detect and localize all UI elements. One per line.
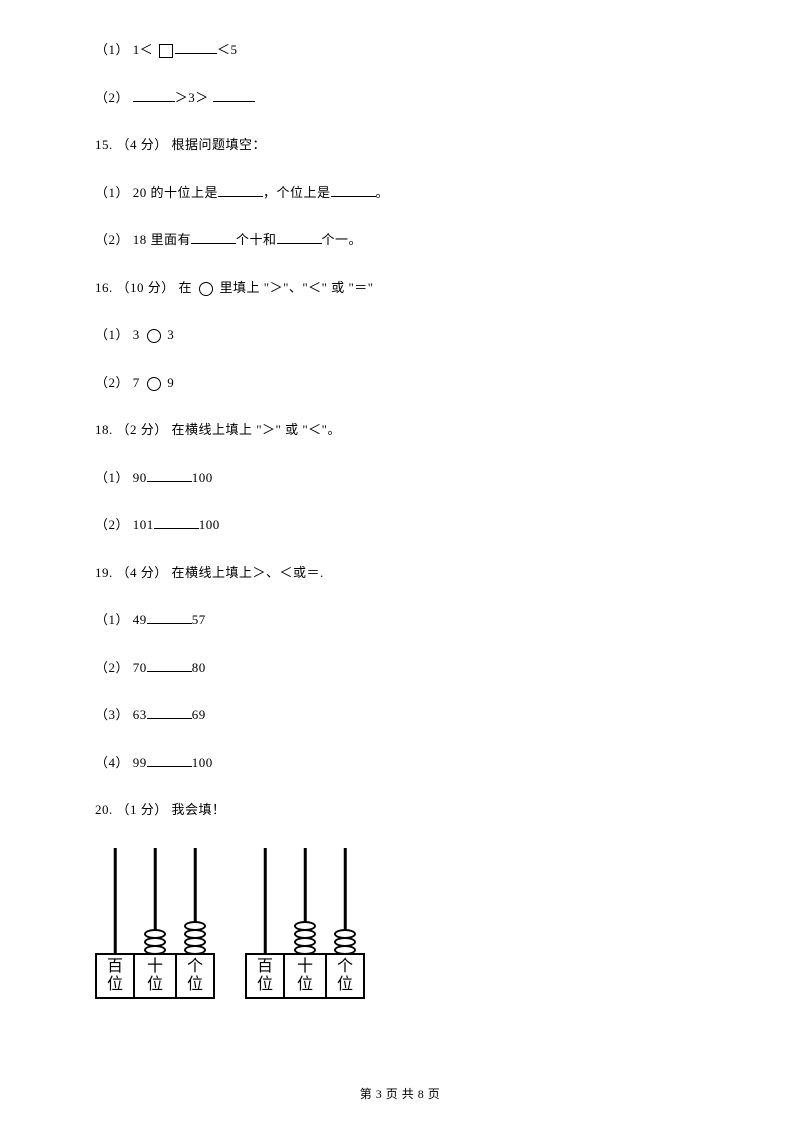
text: 3	[164, 327, 175, 342]
blank-field[interactable]	[277, 230, 322, 244]
q19-sub4: （4） 99 100	[95, 753, 705, 773]
text: 100	[192, 755, 213, 770]
text: （1） 3	[95, 327, 144, 342]
page-footer: 第 3 页 共 8 页	[0, 1085, 800, 1102]
q14-sub1: （1） 1＜ ＜5	[95, 40, 705, 60]
q15-sub2: （2） 18 里面有 个十和 个一。	[95, 230, 705, 250]
text: （4） 99	[95, 755, 147, 770]
text: （2）	[95, 90, 133, 105]
abacus-bead-icon	[334, 945, 356, 955]
abacus-bead-icon	[184, 945, 206, 955]
q16-sub1: （1） 3 3	[95, 325, 705, 345]
blank-field[interactable]	[175, 40, 217, 54]
abacus-label: 十位	[285, 953, 325, 999]
q19-sub3: （3） 63 69	[95, 705, 705, 725]
circle-blank-icon[interactable]	[147, 377, 161, 391]
abacus-chart: 百位十位个位	[95, 848, 215, 999]
q19-sub1: （1） 49 57	[95, 610, 705, 630]
blank-field[interactable]	[218, 183, 263, 197]
q16-sub2: （2） 7 9	[95, 373, 705, 393]
abacus-rod	[285, 848, 325, 953]
q16-header: 16. （10 分） 在 里填上 "＞"、"＜" 或 "＝"	[95, 278, 705, 298]
text: （1） 49	[95, 612, 147, 627]
q14-sub2: （2） ＞3＞	[95, 88, 705, 108]
text: （2） 70	[95, 660, 147, 675]
q18-sub2: （2） 101 100	[95, 515, 705, 535]
text: 100	[199, 517, 220, 532]
abacus-label: 十位	[135, 953, 175, 999]
q19-header: 19. （4 分） 在横线上填上＞、＜或＝.	[95, 563, 705, 583]
text: 里填上 "＞"、"＜" 或 "＝"	[216, 280, 374, 295]
blank-field[interactable]	[154, 515, 199, 529]
abacus-label: 百位	[245, 953, 285, 999]
abacus-rod	[245, 848, 285, 953]
blank-field[interactable]	[133, 88, 175, 102]
text: 16. （10 分） 在	[95, 280, 196, 295]
text: 57	[192, 612, 206, 627]
blank-field[interactable]	[213, 88, 255, 102]
text: （1） 90	[95, 470, 147, 485]
abacus-rod	[175, 848, 215, 953]
text: （3） 63	[95, 707, 147, 722]
blank-field[interactable]	[147, 468, 192, 482]
abacus-bead-icon	[294, 945, 316, 955]
text: （1） 20 的十位上是	[95, 185, 218, 200]
text: （2） 18 里面有	[95, 232, 191, 247]
text: （2） 7	[95, 375, 144, 390]
text: （1） 1＜	[95, 42, 157, 57]
abacus-label: 百位	[95, 953, 135, 999]
q20-header: 20. （1 分） 我会填！	[95, 800, 705, 820]
abacus-rod	[95, 848, 135, 953]
q15-sub1: （1） 20 的十位上是 ，个位上是 。	[95, 183, 705, 203]
blank-field[interactable]	[147, 705, 192, 719]
abacus-chart: 百位十位个位	[245, 848, 365, 999]
abacus-label: 个位	[175, 953, 215, 999]
text: 69	[192, 707, 206, 722]
abacus-rod	[135, 848, 175, 953]
abacus-group: 百位十位个位百位十位个位	[95, 848, 705, 999]
square-blank-icon	[159, 44, 173, 58]
q19-sub2: （2） 70 80	[95, 658, 705, 678]
blank-field[interactable]	[147, 753, 192, 767]
abacus-bead-icon	[144, 945, 166, 955]
q18-header: 18. （2 分） 在横线上填上 "＞" 或 "＜"。	[95, 420, 705, 440]
blank-field[interactable]	[191, 230, 236, 244]
text: ＜5	[217, 42, 238, 57]
q15-header: 15. （4 分） 根据问题填空：	[95, 135, 705, 155]
text: 80	[192, 660, 206, 675]
blank-field[interactable]	[147, 610, 192, 624]
text: 个一。	[322, 232, 363, 247]
text: ，个位上是	[263, 185, 331, 200]
abacus-label: 个位	[325, 953, 365, 999]
blank-field[interactable]	[331, 183, 376, 197]
abacus-rod	[325, 848, 365, 953]
circle-blank-icon	[199, 282, 213, 296]
text: 个十和	[236, 232, 277, 247]
q18-sub1: （1） 90 100	[95, 468, 705, 488]
blank-field[interactable]	[147, 658, 192, 672]
text: 100	[192, 470, 213, 485]
circle-blank-icon[interactable]	[147, 329, 161, 343]
text: 。	[376, 185, 390, 200]
text: 9	[164, 375, 175, 390]
text: （2） 101	[95, 517, 154, 532]
text: ＞3＞	[175, 90, 213, 105]
